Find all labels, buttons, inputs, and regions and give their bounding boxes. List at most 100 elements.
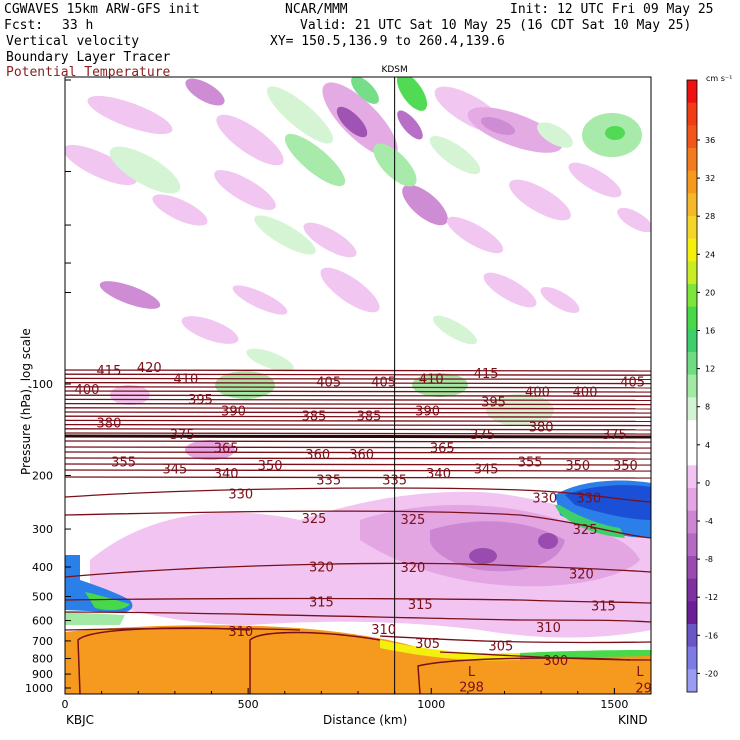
colorbar-swatch: [687, 556, 697, 580]
y-axis-label: Pressure (hPa), log scale: [19, 328, 33, 475]
contour-label: 330: [228, 487, 253, 502]
contour-label: 350: [565, 459, 590, 474]
colorbar-tick-label: 4: [705, 441, 710, 450]
theta-contour: [65, 428, 651, 431]
theta-contour: [65, 451, 651, 454]
colorbar-swatch: [687, 488, 697, 512]
updraft-area: [254, 215, 316, 255]
colorbar-tick-label: 8: [705, 403, 710, 412]
contour-label: 325: [401, 513, 426, 528]
theta-contour: [65, 597, 651, 604]
theta-contour: [65, 398, 651, 402]
contour-label: 300: [543, 654, 568, 669]
colorbar-tick-label: -12: [705, 593, 718, 602]
colorbar-tick-label: 20: [705, 288, 715, 297]
header-model-title: CGWAVES 15km ARW-GFS init: [4, 2, 200, 17]
theta-contour: [65, 386, 651, 389]
updraft-area: [246, 348, 294, 372]
downdraft-area: [617, 207, 651, 233]
downdraft-core: [469, 548, 497, 564]
colorbar-swatch: [687, 238, 697, 262]
updraft-area: [266, 86, 334, 144]
contour-label: 315: [309, 596, 334, 611]
theta-contour: [65, 446, 651, 449]
y-tick-label: 300: [32, 523, 53, 536]
colorbar: 36 32 28 24 20 16 12 8 4 0 -4 -8 -12 -16 -20: [686, 79, 718, 693]
downdraft-area: [303, 222, 357, 258]
contour-label: 385: [357, 410, 382, 425]
colorbar-tick-label: -8: [705, 555, 713, 564]
colorbar-swatch: [687, 578, 697, 602]
contour-label: 345: [162, 463, 187, 478]
contour-label: 405: [371, 375, 396, 390]
updraft-core: [605, 126, 625, 140]
colorbar-swatch: [687, 510, 697, 534]
y-tick-label: 400: [32, 561, 53, 574]
updraft-area: [432, 315, 478, 345]
theta-contour: [65, 381, 651, 385]
contour-label: 410: [419, 373, 444, 388]
downdraft-area: [540, 287, 580, 313]
colorbar-swatch: [687, 193, 697, 217]
colorbar-tick-label: 36: [705, 136, 715, 145]
contour-label: 395: [481, 395, 506, 410]
colorbar-swatch: [687, 261, 697, 285]
contour-label: 380: [97, 417, 122, 432]
colorbar-swatch: [687, 329, 697, 353]
updraft-area: [284, 133, 346, 187]
header-institution: NCAR/MMM: [285, 2, 348, 17]
contour-label: 380: [529, 421, 554, 436]
contour-label: 335: [316, 473, 341, 488]
contour-label: 415: [97, 364, 122, 379]
downdraft-area: [568, 162, 622, 198]
contour-label: 320: [309, 560, 334, 575]
downdraft-area: [446, 216, 504, 254]
x-axis: 0 500 1000 1500: [62, 688, 628, 711]
updraft-core: [85, 592, 130, 611]
colorbar-swatch: [687, 465, 697, 489]
theta-contour: [65, 373, 651, 376]
theta-contour: [65, 463, 651, 466]
y-tick-label: 1000: [25, 682, 53, 695]
colorbar-unit-label: cm s⁻¹: [706, 74, 732, 83]
theta-contour: [65, 510, 651, 539]
colorbar-swatch: [687, 669, 697, 693]
contour-label: 340: [426, 467, 451, 482]
y-tick-label: 700: [32, 635, 53, 648]
contour-label: 315: [408, 598, 433, 613]
downdraft-core: [397, 110, 423, 140]
contour-label: 390: [415, 404, 440, 419]
contour-label: L: [636, 665, 644, 680]
colorbar-swatch: [687, 397, 697, 421]
colorbar-tick-label: 32: [705, 174, 715, 183]
theta-contour: [65, 369, 651, 372]
theta-contour: [65, 411, 651, 414]
contour-label: 325: [573, 523, 598, 538]
theta-contour: [65, 402, 651, 406]
colorbar-swatch: [687, 80, 697, 104]
contour-label: 385: [302, 410, 327, 425]
y-tick-label: 800: [32, 653, 53, 666]
theta-contour: [65, 487, 651, 503]
colorbar-tick-label: -20: [705, 669, 718, 678]
terrain-ridge: [249, 631, 381, 694]
header-field-boundary-layer: Boundary Layer Tracer: [6, 50, 171, 65]
contour-label: 355: [111, 456, 136, 471]
downdraft-area: [99, 281, 161, 309]
header-init-time: Init: 12 UTC Fri 09 May 25: [510, 2, 714, 17]
colorbar-swatch: [687, 533, 697, 557]
contour-label: 365: [430, 442, 455, 457]
colorbar-swatch: [687, 646, 697, 670]
contour-label: 375: [470, 428, 495, 443]
contour-label: 390: [221, 404, 246, 419]
colorbar-tick-label: 16: [705, 327, 715, 336]
contour-label: 330: [532, 491, 557, 506]
contour-label: L: [468, 665, 476, 680]
contour-label: 325: [302, 512, 327, 527]
header-field-potential-temperature: Potential Temperature: [6, 65, 171, 80]
theta-contour: [65, 415, 651, 418]
terrain-ridge: [77, 627, 251, 694]
colorbar-swatch: [687, 170, 697, 194]
contour-label: 375: [170, 428, 195, 443]
contour-label: 310: [536, 621, 561, 636]
